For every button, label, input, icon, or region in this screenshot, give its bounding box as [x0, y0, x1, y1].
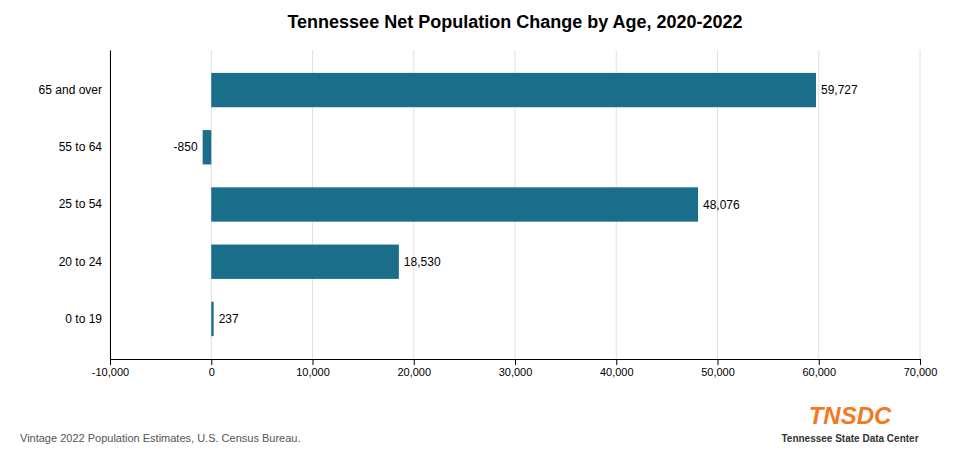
x-axis: -10,000 0 10,000 20,000 30,000 40,000 50,000 60…	[92, 359, 937, 378]
logo-text: TNSDC	[809, 402, 892, 429]
tick-label: 25 to 54	[59, 197, 103, 211]
tick-line	[515, 359, 516, 365]
tick-line	[313, 359, 314, 365]
axis-domain	[110, 51, 111, 360]
x-tick: 40,000	[600, 359, 634, 378]
data-label: -850	[174, 140, 198, 154]
grid	[110, 50, 920, 359]
x-tick: 70,000	[904, 359, 938, 378]
bar	[211, 73, 816, 107]
data-labels: 59,727 -850 48,076 18,530 237	[174, 83, 858, 326]
x-tick: 0	[209, 359, 215, 378]
x-tick: 60,000	[802, 359, 836, 378]
tick-label: -10,000	[92, 366, 129, 378]
bar	[211, 187, 698, 221]
y-axis: 65 and over 55 to 64 25 to 54 20 to 24 0 to …	[39, 51, 111, 360]
bar	[211, 302, 213, 336]
tick-line	[718, 359, 719, 365]
x-tick: 30,000	[499, 359, 533, 378]
chart: -10,000 0 10,000 20,000 30,000 40,000 50,000 60…	[0, 0, 960, 454]
x-tick: 10,000	[296, 359, 330, 378]
tick-label: 55 to 64	[59, 140, 103, 154]
tick-label: 20 to 24	[59, 255, 103, 269]
y-tick: 65 and over	[39, 83, 110, 97]
y-tick: 20 to 24	[59, 255, 110, 269]
source-text: Vintage 2022 Population Estimates, U.S. …	[20, 432, 300, 444]
tick-label: 0 to 19	[65, 312, 102, 326]
bar	[203, 130, 212, 164]
tick-line	[211, 359, 212, 365]
grid-line	[110, 50, 111, 359]
tick-label: 40,000	[600, 366, 634, 378]
tick-label: 0	[209, 366, 215, 378]
y-tick: 25 to 54	[59, 197, 110, 211]
tick-line	[110, 359, 111, 365]
tick-line	[616, 359, 617, 365]
y-tick: 0 to 19	[65, 312, 110, 326]
plot: -10,000 0 10,000 20,000 30,000 40,000 50,000 60…	[39, 50, 938, 378]
tick-line	[920, 359, 921, 365]
data-label: 18,530	[404, 255, 441, 269]
tick-label: 60,000	[802, 366, 836, 378]
tick-label: 10,000	[296, 366, 330, 378]
x-tick: -10,000	[92, 359, 129, 378]
data-label: 48,076	[703, 198, 740, 212]
grid-line	[818, 50, 819, 359]
axis-domain	[111, 360, 921, 366]
title: Tennessee Net Population Change by Age, …	[287, 12, 742, 32]
tick-line	[819, 359, 820, 365]
tick-label: 65 and over	[39, 83, 102, 97]
data-label: 59,727	[821, 83, 858, 97]
tick-line	[414, 359, 415, 365]
x-tick: 20,000	[397, 359, 431, 378]
x-tick: 50,000	[701, 359, 735, 378]
y-tick: 55 to 64	[59, 140, 110, 154]
bars	[203, 73, 816, 336]
tick-label: 50,000	[701, 366, 735, 378]
annotations: Vintage 2022 Population Estimates, U.S. …	[20, 402, 919, 444]
bar	[211, 245, 399, 279]
grid-line	[920, 50, 921, 359]
logo-subtext: Tennessee State Data Center	[781, 433, 918, 444]
tick-label: 70,000	[904, 366, 938, 378]
tick-label: 30,000	[499, 366, 533, 378]
tick-label: 20,000	[397, 366, 431, 378]
data-label: 237	[219, 312, 239, 326]
